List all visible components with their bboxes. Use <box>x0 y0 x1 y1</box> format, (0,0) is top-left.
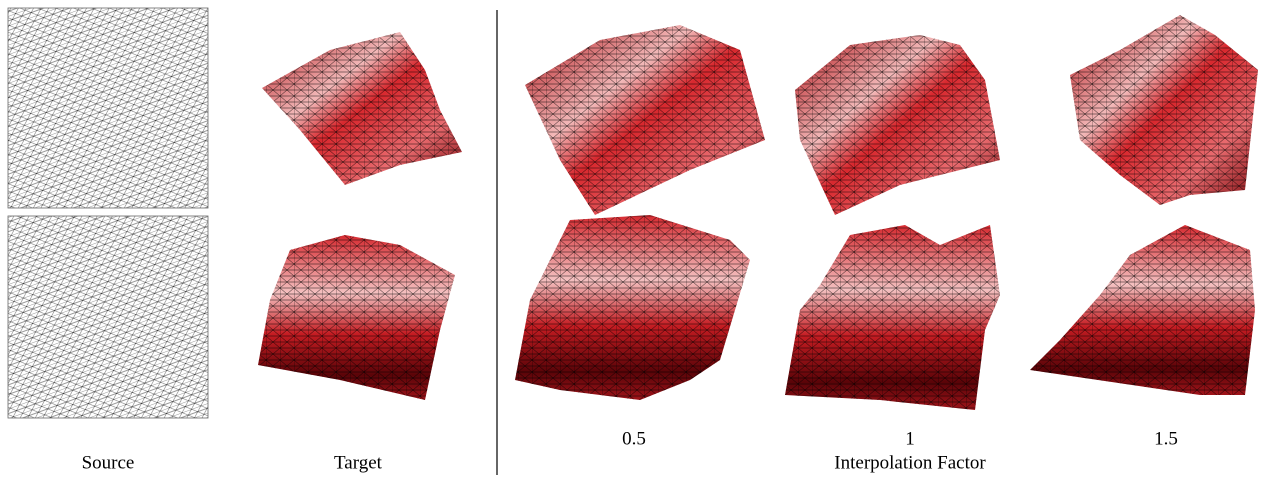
page: Source Target 0.5 1 1.5 Interpolation Fa… <box>0 0 1274 479</box>
column-label: Target <box>334 452 383 473</box>
factor-label: 1.5 <box>1154 428 1178 449</box>
figure: Source Target 0.5 1 1.5 Interpolation Fa… <box>0 0 1274 479</box>
factor-label: 1 <box>905 428 915 449</box>
axis-label: Interpolation Factor <box>834 452 986 473</box>
column-label: Source <box>82 452 135 473</box>
deformed-meshes <box>258 15 1258 410</box>
factor-label: 0.5 <box>622 428 646 449</box>
source-mesh <box>8 8 208 418</box>
